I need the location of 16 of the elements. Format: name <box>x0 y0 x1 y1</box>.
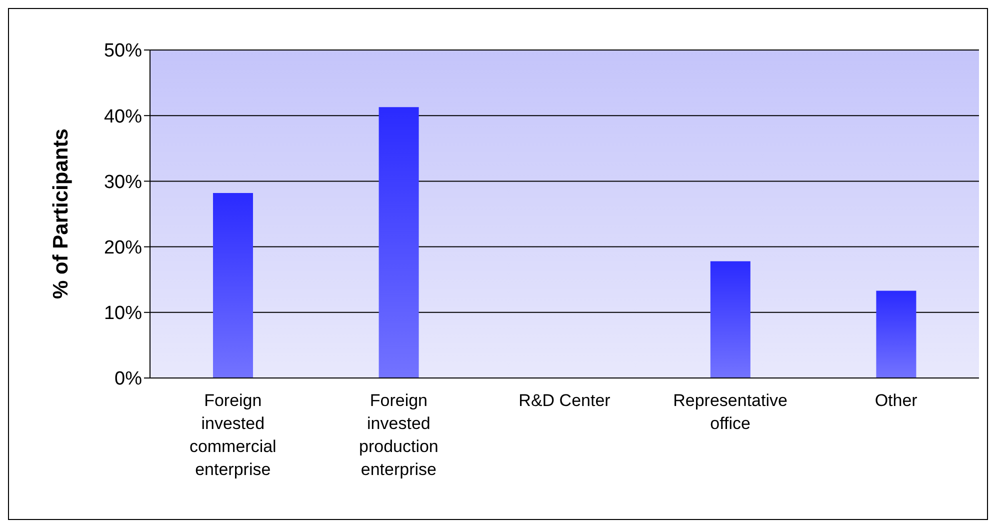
y-tick-label: 50% <box>104 40 142 62</box>
y-tick-label: 30% <box>104 172 142 193</box>
bar <box>876 290 916 378</box>
y-tick-label: 0% <box>114 368 142 390</box>
y-tick-label: 10% <box>104 303 142 324</box>
x-tick-label: Representative office <box>673 391 788 433</box>
y-tick-label: 40% <box>104 106 142 128</box>
y-axis-title: % of Participants <box>49 128 72 299</box>
bar <box>710 261 750 378</box>
y-tick-label: 20% <box>104 238 142 259</box>
x-tick-label: Other <box>874 391 918 410</box>
bar <box>213 193 254 378</box>
bar <box>378 107 419 378</box>
x-tick-label: R&D Center <box>518 391 611 410</box>
x-tick-label: Foreign invested commercial enterprise <box>189 391 276 479</box>
x-tick-label: Foreign invested production enterprise <box>359 391 438 479</box>
